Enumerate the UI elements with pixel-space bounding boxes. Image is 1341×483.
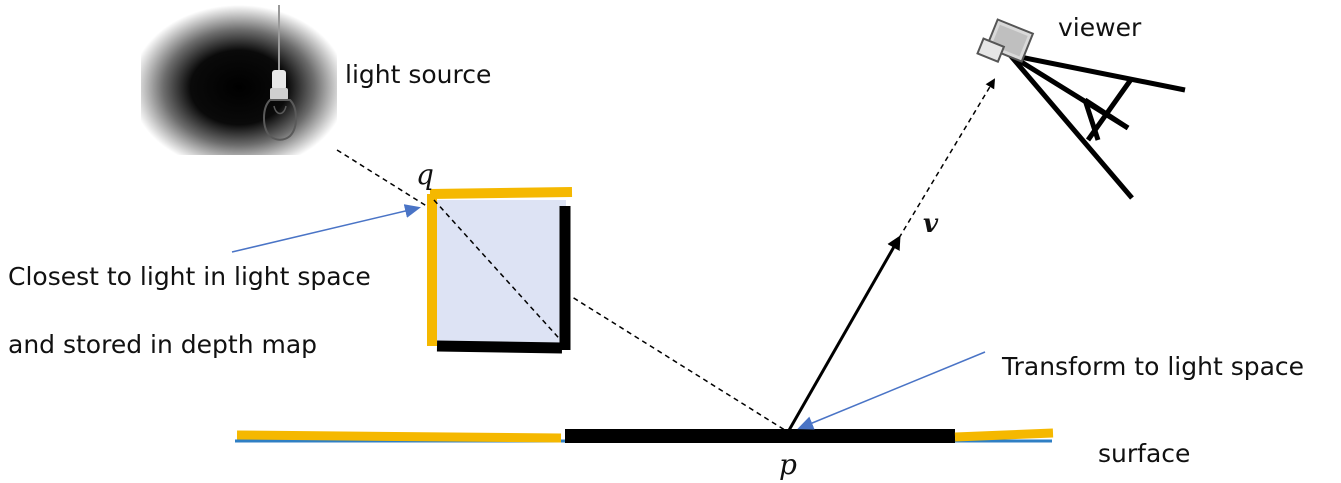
surface-label: surface bbox=[1098, 439, 1190, 468]
closest-annotation-arrow bbox=[231, 204, 421, 253]
vector-v-label: v bbox=[923, 209, 939, 239]
point-p-label: p bbox=[779, 448, 797, 481]
surface bbox=[235, 428, 1054, 443]
transform-annotation-arrow bbox=[797, 351, 986, 430]
view-vector-arrow bbox=[786, 235, 901, 433]
point-q-label: q bbox=[416, 158, 434, 191]
closest-label-line2: and stored in depth map bbox=[8, 330, 317, 359]
closest-label-line1: Closest to light in light space bbox=[8, 262, 371, 291]
occluder-box bbox=[427, 187, 573, 354]
camera-icon bbox=[976, 18, 1186, 200]
view-ray-dashed bbox=[898, 78, 996, 239]
light-bulb-icon bbox=[141, 5, 337, 155]
light-source-label: light source bbox=[345, 60, 491, 89]
transform-label: Transform to light space bbox=[1001, 352, 1304, 381]
viewer-label: viewer bbox=[1058, 13, 1142, 42]
